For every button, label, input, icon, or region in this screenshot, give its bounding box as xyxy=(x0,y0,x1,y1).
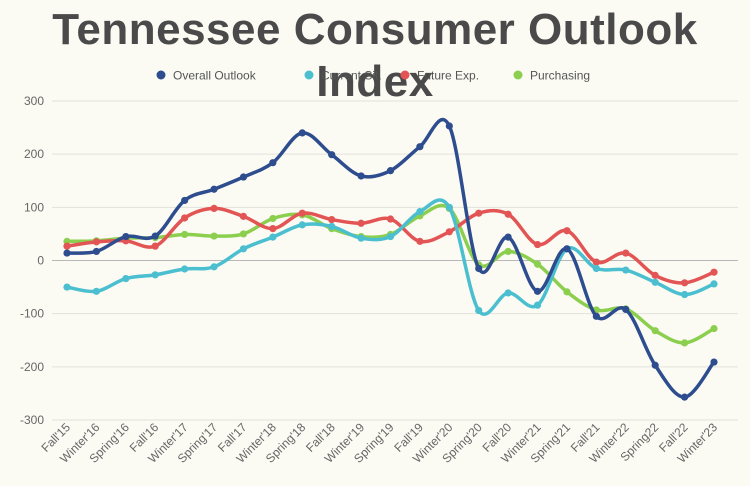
data-point-overall-outlook xyxy=(269,159,277,167)
data-point-future-exp xyxy=(475,209,483,217)
data-point-overall-outlook xyxy=(386,167,395,175)
data-point-overall-outlook xyxy=(239,173,248,181)
y-tick-label: -100 xyxy=(20,307,44,321)
data-point-overall-outlook xyxy=(445,122,453,130)
data-point-future-exp xyxy=(592,258,600,266)
data-point-purchasing xyxy=(269,214,277,223)
data-point-future-exp xyxy=(239,212,248,220)
data-point-current-sit xyxy=(533,301,542,309)
data-point-overall-outlook xyxy=(122,232,130,241)
data-point-future-exp xyxy=(445,228,453,236)
data-point-future-exp xyxy=(533,240,542,249)
data-point-current-sit xyxy=(504,289,512,297)
data-point-overall-outlook xyxy=(622,305,630,314)
data-point-current-sit xyxy=(386,232,395,241)
data-point-current-sit xyxy=(122,274,130,283)
data-point-current-sit xyxy=(92,287,101,295)
data-point-current-sit xyxy=(445,203,453,211)
data-point-overall-outlook xyxy=(357,172,365,180)
data-point-current-sit xyxy=(328,222,336,231)
data-point-future-exp xyxy=(386,215,395,223)
data-point-future-exp xyxy=(357,219,365,227)
y-tick-label: 200 xyxy=(24,147,44,161)
data-point-current-sit xyxy=(181,265,189,273)
data-point-overall-outlook xyxy=(475,264,483,273)
data-point-future-exp xyxy=(680,279,689,287)
series-line-current-sit xyxy=(65,198,716,316)
data-point-current-sit xyxy=(416,207,424,216)
chart-title: Tennessee Consumer Outlook Index xyxy=(52,5,698,106)
data-point-overall-outlook xyxy=(328,151,336,159)
data-point-future-exp xyxy=(328,215,336,224)
legend-label-overall-outlook: Overall Outlook xyxy=(173,69,257,83)
data-point-future-exp xyxy=(151,242,159,250)
data-point-overall-outlook xyxy=(151,232,159,240)
data-point-overall-outlook xyxy=(416,143,424,151)
data-point-current-sit xyxy=(63,283,71,291)
data-point-purchasing xyxy=(533,260,542,268)
data-point-current-sit xyxy=(651,278,659,286)
data-point-overall-outlook xyxy=(63,249,71,257)
data-point-current-sit xyxy=(592,264,600,273)
data-point-purchasing xyxy=(210,232,218,240)
data-point-future-exp xyxy=(504,210,512,218)
legend-marker-overall-outlook xyxy=(156,70,166,80)
y-tick-label: 0 xyxy=(37,254,44,268)
data-point-purchasing xyxy=(181,230,189,239)
legend-marker-current-sit xyxy=(304,70,314,80)
y-tick-label: 300 xyxy=(24,94,44,108)
data-point-overall-outlook xyxy=(710,358,718,366)
data-point-overall-outlook xyxy=(504,233,512,241)
data-point-current-sit xyxy=(239,245,248,253)
data-point-overall-outlook xyxy=(680,393,689,401)
data-point-current-sit xyxy=(680,290,689,299)
data-point-future-exp xyxy=(210,204,218,212)
data-point-future-exp xyxy=(181,214,189,222)
data-point-current-sit xyxy=(357,234,365,242)
data-point-overall-outlook xyxy=(651,361,659,369)
data-point-future-exp xyxy=(92,238,101,246)
data-point-future-exp xyxy=(269,225,277,233)
data-point-purchasing xyxy=(239,230,248,238)
data-point-future-exp xyxy=(622,249,630,257)
data-point-purchasing xyxy=(563,288,571,296)
data-point-future-exp xyxy=(563,227,571,235)
data-point-overall-outlook xyxy=(592,312,600,320)
data-point-current-sit xyxy=(210,263,218,271)
data-point-overall-outlook xyxy=(92,247,101,256)
data-point-current-sit xyxy=(475,306,483,315)
y-tick-label: -300 xyxy=(20,413,44,427)
data-point-future-exp xyxy=(651,271,659,279)
data-point-purchasing xyxy=(504,247,512,256)
legend-label-future-exp: Future Exp. xyxy=(417,69,479,83)
data-point-future-exp xyxy=(416,237,424,245)
data-point-future-exp xyxy=(710,268,718,276)
data-point-overall-outlook xyxy=(210,185,218,193)
data-point-current-sit xyxy=(622,266,630,274)
data-point-future-exp xyxy=(298,209,306,217)
data-point-overall-outlook xyxy=(298,129,306,137)
data-point-current-sit xyxy=(269,233,277,241)
data-point-purchasing xyxy=(710,324,718,333)
y-tick-label: -200 xyxy=(20,360,44,374)
data-point-purchasing xyxy=(651,327,659,335)
data-point-current-sit xyxy=(151,271,159,279)
data-point-current-sit xyxy=(710,280,718,288)
legend-marker-purchasing xyxy=(513,70,523,80)
legend-label-current-sit: Current Sit. xyxy=(321,69,382,83)
data-point-overall-outlook xyxy=(533,287,542,295)
data-point-purchasing xyxy=(680,339,689,347)
series-line-overall-outlook xyxy=(65,117,716,399)
data-point-overall-outlook xyxy=(181,196,189,205)
legend-label-purchasing: Purchasing xyxy=(530,69,590,83)
y-tick-label: 100 xyxy=(24,200,44,214)
data-point-overall-outlook xyxy=(563,245,571,253)
data-point-future-exp xyxy=(63,242,71,250)
data-point-current-sit xyxy=(298,221,306,229)
legend-marker-future-exp xyxy=(400,70,410,80)
